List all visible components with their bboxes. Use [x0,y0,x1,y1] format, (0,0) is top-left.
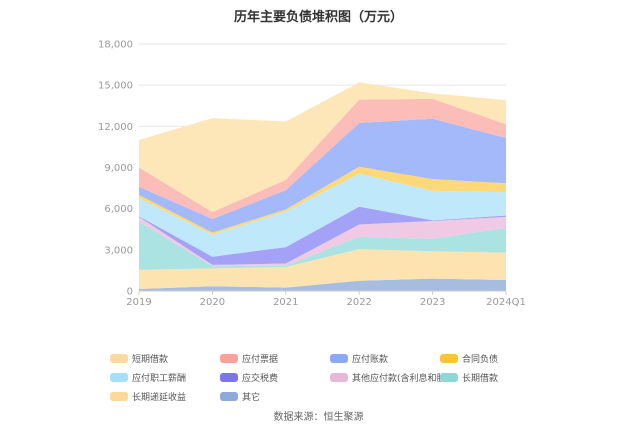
legend-item[interactable]: 其他应付款(含利息和股利) [330,371,458,384]
area-长期借款 [139,221,506,270]
y-tick-label: 15,000 [98,81,133,92]
legend-item[interactable]: 长期递延收益 [110,390,220,403]
area-合同负债 [139,166,506,235]
y-tick-label: 3,000 [104,245,133,256]
y-tick-label: 9,000 [104,163,133,174]
legend-swatch [220,373,238,382]
x-tick-label: 2023 [420,297,445,308]
area-应付账款 [139,118,506,233]
y-tick-label: 0 [127,287,133,298]
x-tick-label: 2021 [273,297,298,308]
legend-swatch [440,373,458,382]
legend-swatch [110,354,128,363]
legend-item[interactable]: 应付账款 [330,352,440,365]
y-tick-label: 6,000 [104,204,133,215]
legend-item[interactable]: 应交税费 [220,371,330,384]
legend-item[interactable]: 其它 [220,390,330,403]
legend: 短期借款 应付票据 应付账款 合同负债 应付职工薪酬 应交税费 其他应付款(含利息和股利) 长… [110,352,550,403]
legend-item[interactable]: 长期借款 [440,371,550,384]
area-应付职工薪酬 [139,173,506,257]
legend-item[interactable]: 应付职工薪酬 [110,371,220,384]
data-source: 数据来源：恒生聚源 [273,412,364,423]
legend-swatch [330,373,348,382]
x-tick-label: 2024Q1 [486,297,526,308]
legend-item[interactable]: 合同负债 [440,352,550,365]
legend-swatch [110,373,128,382]
legend-label: 其他应付款(含利息和股利) [352,374,459,384]
legend-swatch [330,354,348,363]
y-tick-label: 18,000 [98,40,133,51]
x-tick-label: 2019 [126,297,151,308]
legend-swatch [220,392,238,401]
legend-label: 应付票据 [242,355,279,365]
stacked-area-chart: 0 3,000 6,000 9,000 12,000 15,000 18,000 2019 20… [98,40,526,309]
legend-label: 合同负债 [462,355,499,365]
area-layer [139,82,506,291]
legend-item[interactable]: 应付票据 [220,352,330,365]
y-tick-label: 12,000 [98,122,133,133]
area-长期递延收益 [139,249,506,289]
chart-title: 历年主要负债堆积图（万元） [233,10,403,25]
legend-label: 长期递延收益 [132,393,187,403]
area-短期借款 [139,82,506,213]
legend-label: 应付职工薪酬 [132,374,187,384]
legend-swatch [220,354,238,363]
legend-swatch [110,392,128,401]
area-其他应付款(含利息和股利) [139,216,506,267]
legend-label: 其它 [242,393,261,403]
legend-item[interactable]: 短期借款 [110,352,220,365]
area-应交税费 [139,206,506,265]
x-tick-label: 2022 [346,297,371,308]
legend-label: 长期借款 [462,374,499,384]
axis-layer: 0 3,000 6,000 9,000 12,000 15,000 18,000 2019 20… [98,40,526,309]
legend-label: 应交税费 [242,374,279,384]
legend-label: 应付账款 [352,355,389,365]
legend-label: 短期借款 [132,355,169,365]
legend-swatch [440,354,458,363]
area-其它 [139,278,506,291]
x-tick-label: 2020 [200,297,225,308]
